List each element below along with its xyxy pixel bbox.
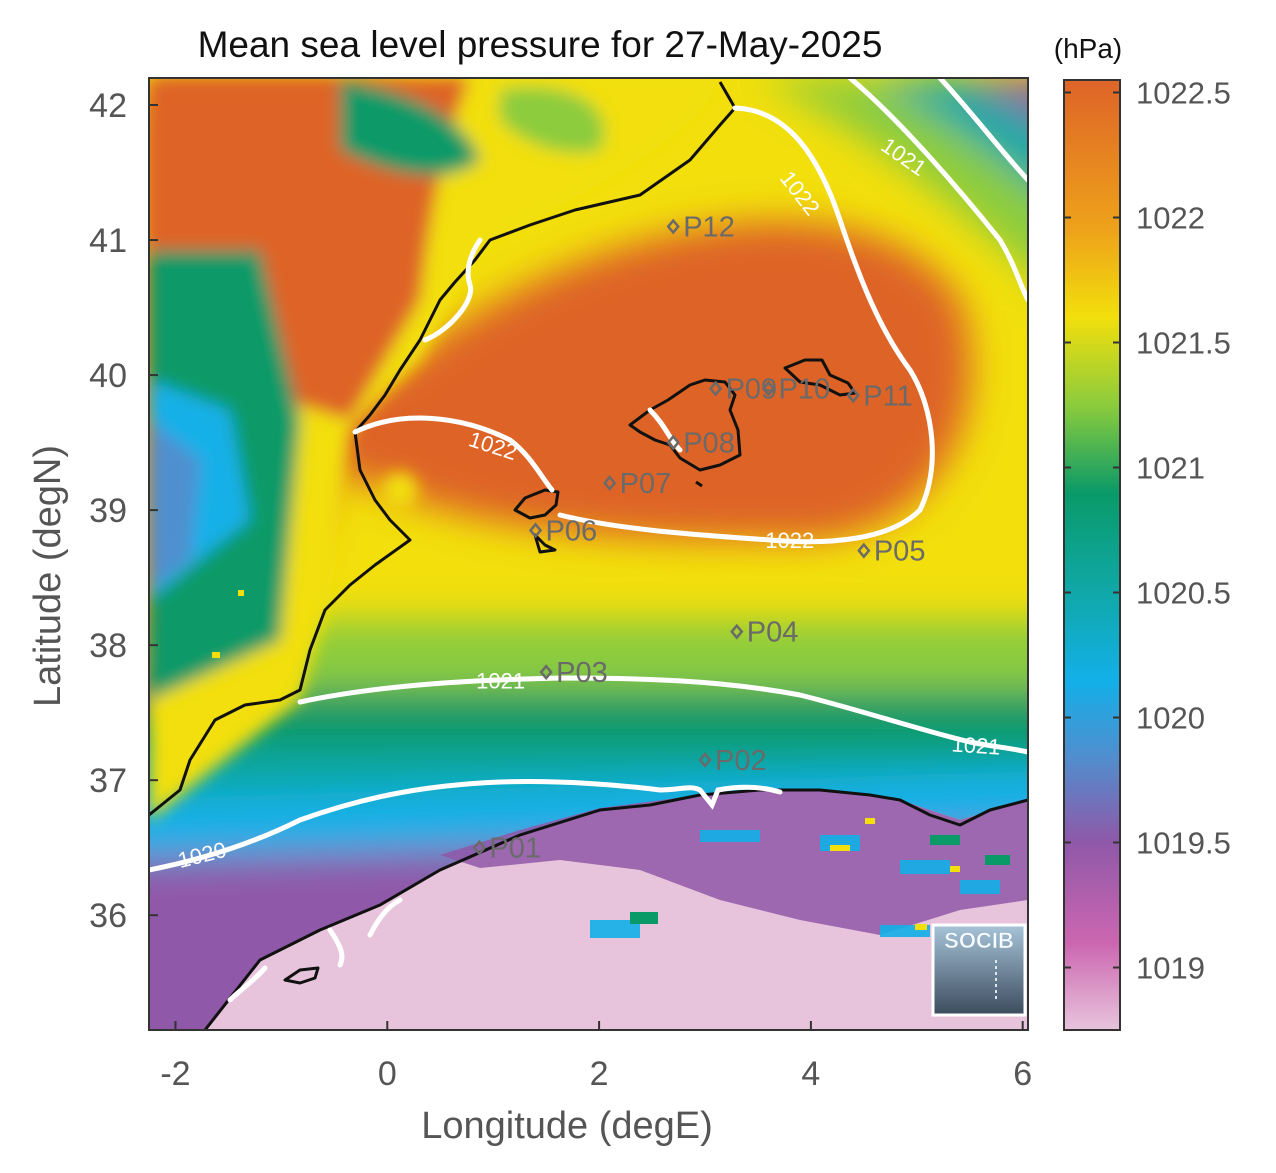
point-marker: [698, 751, 712, 768]
y-tick-label: 40: [89, 357, 127, 395]
menorca-coastline: [783, 358, 857, 397]
isobar-1022-north: [557, 105, 935, 545]
point-marker: [539, 664, 553, 681]
isobar-1021-ne: [847, 78, 1028, 303]
point-marker: [666, 434, 680, 451]
point-marker: [761, 380, 776, 397]
logo-box: [931, 923, 1027, 1017]
colorbar-tick-label: 1019.5: [1136, 826, 1231, 861]
x-tick-label: 4: [801, 1055, 820, 1093]
point-marker: [603, 475, 617, 492]
point-label: P03: [556, 657, 608, 689]
y-tick-label: 41: [89, 222, 127, 260]
point-label: P05: [874, 536, 926, 568]
map-frame: [148, 77, 1029, 1031]
contour-label: 1021: [951, 731, 1002, 759]
colorbar-tick-label: 1022: [1136, 201, 1205, 236]
point-label: P09: [726, 374, 778, 406]
isobar-1021-south: [297, 675, 1028, 755]
y-tick-label: 37: [89, 762, 127, 800]
isobar-1019-coast-3: [367, 897, 403, 938]
socib-logo: SOCIB: [931, 923, 1027, 1017]
colorbar-tick-label: 1021: [1136, 451, 1205, 486]
point-marker: [730, 623, 744, 640]
isobar-1022-coastal-loop: [422, 237, 483, 343]
y-tick-label: 36: [89, 897, 127, 935]
isobar-1019-coast-2: [327, 927, 345, 968]
africa-coastal-band: [440, 790, 1028, 935]
colorbar-tick-label: 1021.5: [1136, 326, 1231, 361]
logo-text: SOCIB: [944, 928, 1014, 953]
x-axis-ticks: -2 0 2 4 6: [160, 1021, 1032, 1093]
point-marker: [528, 522, 543, 539]
point-marker: [846, 387, 860, 404]
isobar-1019-coast: [227, 965, 268, 1003]
point-label: P11: [863, 380, 912, 412]
cabrera-coastline: [695, 480, 703, 488]
africa-lake: [283, 966, 320, 985]
isobar-1020-south: [149, 779, 783, 873]
colorbar-tick-label: 1019: [1136, 951, 1205, 986]
point-label: P12: [683, 212, 735, 244]
ibiza-coastline: [513, 488, 560, 520]
colorbar: (hPa) 1019 1019.5 1020 1020.5 1021 1021.5 1022…: [1054, 33, 1231, 1031]
point-marker: [857, 542, 871, 559]
contour-label: 1021: [476, 668, 525, 693]
colorbar-tick-label: 1020.5: [1136, 576, 1231, 611]
x-tick-label: -2: [160, 1055, 190, 1093]
formentera-coastline: [533, 533, 557, 554]
point-label: P04: [747, 617, 799, 649]
y-axis-label: Latitude (degN): [27, 445, 69, 707]
point-marker: [666, 218, 680, 235]
point-marker: [708, 380, 723, 397]
colorbar-units: (hPa): [1054, 33, 1122, 64]
y-tick-label: 39: [89, 492, 127, 530]
colorbar-tick-label: 1022.5: [1136, 76, 1231, 111]
x-axis-label: Longitude (degE): [421, 1105, 713, 1147]
x-tick-label: 6: [1013, 1055, 1032, 1093]
point-label: P07: [620, 468, 672, 500]
point-markers: P01 P02 P03 P04 P05 P06 P07 P08 P09 P10 P11 P12: [472, 212, 926, 865]
africa-coastline: [203, 788, 1028, 1030]
isobar-1022-mallorca: [647, 407, 683, 453]
point-label: P01: [489, 833, 541, 865]
colorbar-tick-label: 1020: [1136, 701, 1205, 736]
point-label: P06: [546, 515, 598, 547]
mallorca-coastline: [628, 378, 742, 472]
contour-label: 1022: [765, 528, 814, 553]
point-label: P02: [715, 745, 767, 777]
x-tick-label: 2: [590, 1055, 609, 1093]
colorbar-ticks: 1019 1019.5 1020 1020.5 1021 1021.5 1022 1022.5: [1064, 76, 1231, 986]
y-tick-label: 42: [89, 87, 127, 125]
y-axis-ticks: 36 37 38 39 40 41 42: [89, 87, 158, 935]
y-tick-label: 38: [89, 627, 127, 665]
isobar-1022-west: [352, 415, 555, 493]
x-tick-label: 0: [378, 1055, 397, 1093]
point-marker: [472, 839, 487, 856]
chart-title: Mean sea level pressure for 27-May-2025: [198, 24, 883, 65]
colorbar-gradient: [1063, 79, 1121, 1031]
point-label: P10: [779, 374, 831, 406]
point-label: P08: [683, 428, 735, 460]
isobars: [149, 78, 1028, 1003]
isobar-1020-ne: [937, 78, 1028, 183]
